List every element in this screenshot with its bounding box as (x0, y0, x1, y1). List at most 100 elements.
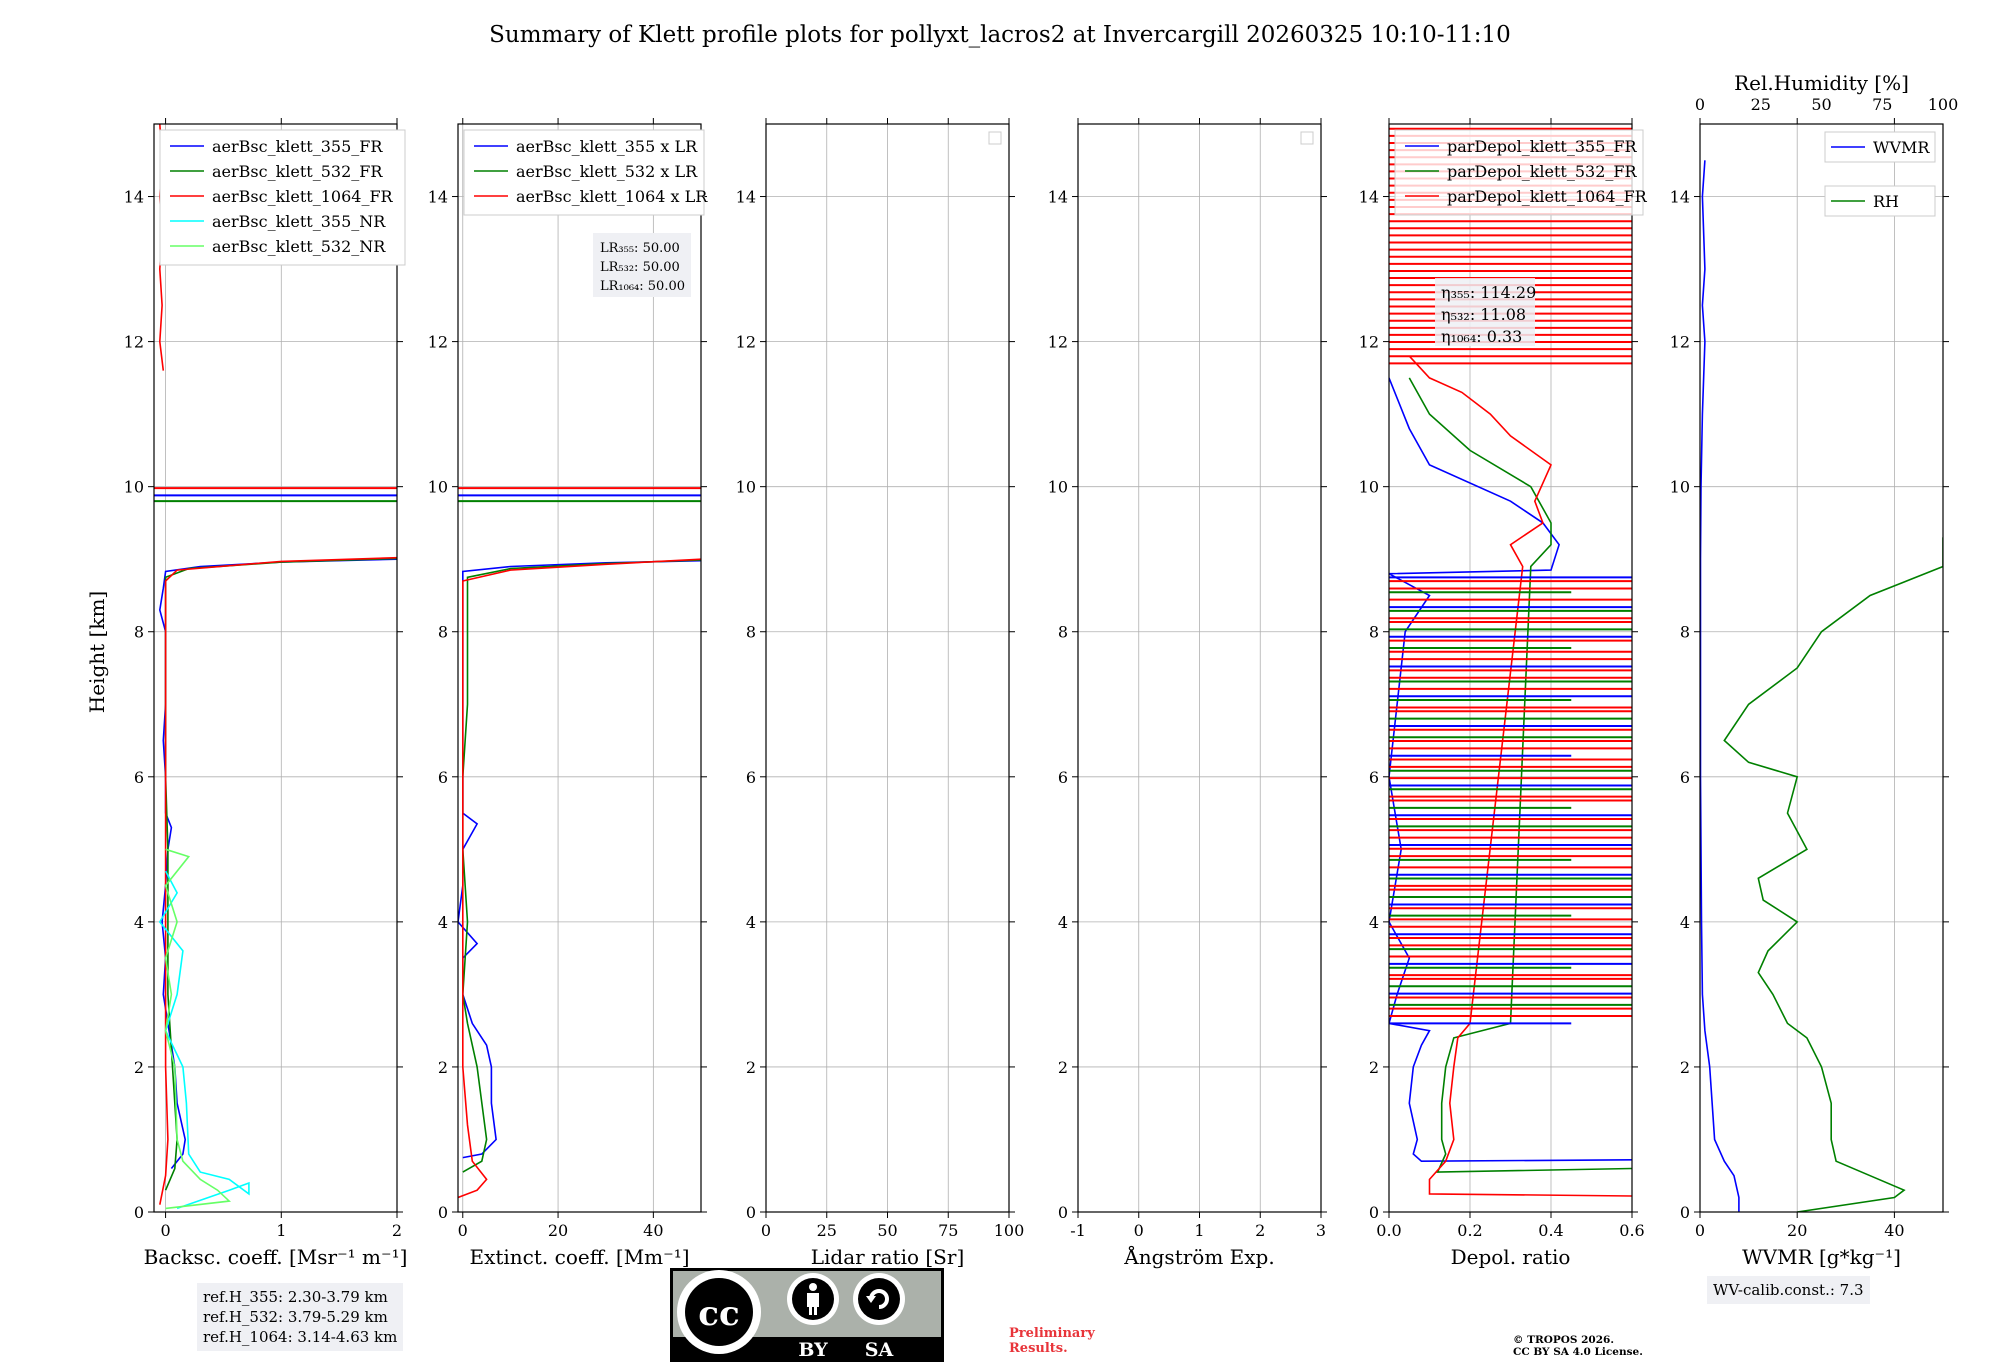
legend-label: parDepol_klett_1064_FR (1447, 187, 1648, 206)
series-depol_532 (1408, 377, 1632, 1173)
axes-frame (457, 123, 702, 1213)
lr-note-line: LR₃₅₅: 50.00 (600, 241, 680, 256)
y-tick-label: 0 (134, 1203, 144, 1222)
y-tick-label: 4 (1369, 913, 1379, 932)
series-aerBsc_klett_355_FR (158, 558, 397, 1169)
copyright-note: © TROPOS 2026. CC BY SA 4.0 License. (1513, 1334, 1643, 1358)
x-tick-label: 50 (877, 1221, 897, 1240)
reference-heights-note: ref.H_355: 2.30-3.79 km ref.H_532: 3.79-… (197, 1283, 404, 1351)
preliminary-line-2: Results. (1009, 1341, 1068, 1356)
badge-by-label: BY (798, 1339, 828, 1361)
y-tick-label: 12 (1359, 333, 1379, 352)
series-depol_355 (1389, 377, 1632, 1163)
badge-sa-label: SA (865, 1339, 894, 1361)
cc-logo-inner (685, 1278, 753, 1346)
series-ext_532 (461, 559, 701, 1173)
y-tick-label: 14 (428, 188, 448, 207)
x-tick-label: -1 (1070, 1221, 1086, 1240)
legend-label: aerBsc_klett_1064 x LR (516, 187, 708, 206)
y-tick-label: 6 (1680, 768, 1690, 787)
y-tick-label: 14 (124, 188, 144, 207)
y-tick-label: 8 (438, 623, 448, 642)
y-tick-label: 8 (134, 623, 144, 642)
wv-calibration-note: WV-calib.const.: 7.3 (1707, 1276, 1870, 1304)
y-tick-label: 2 (746, 1058, 756, 1077)
cc-by-sa-badge: cc BY SA (670, 1268, 944, 1362)
panel-lr: 0 25 50 75 100 0 2 4 6 8 10 12 14 Lidar ratio [Sr] (736, 118, 1025, 1269)
y-tick-label: 12 (1048, 333, 1068, 352)
legend-label: aerBsc_klett_355 x LR (516, 137, 698, 156)
y-tick-label: 0 (1369, 1203, 1379, 1222)
panel-ext: 0 20 40 0 2 4 6 8 10 12 14 Extinct. coeff. [Mm⁻¹] ae… (428, 118, 708, 1269)
y-tick-label: 0 (1680, 1203, 1690, 1222)
y-tick-label: 2 (1369, 1058, 1379, 1077)
legend-label: aerBsc_klett_355_FR (212, 137, 383, 156)
y-tick-label: 14 (1048, 188, 1068, 207)
top-tick-label: 25 (1751, 95, 1771, 114)
axes-frame (153, 123, 398, 1213)
legend-label: aerBsc_klett_1064_FR (212, 187, 394, 206)
lr-note-box (593, 233, 691, 297)
data-layer (458, 487, 701, 1199)
data-layer (1700, 160, 1943, 1212)
top-tick-label: 0 (1695, 95, 1705, 114)
by-icon-body (807, 1293, 819, 1307)
ref-height-532: ref.H_532: 3.79-5.29 km (203, 1308, 388, 1326)
y-tick-label: 8 (1369, 623, 1379, 642)
y-tick-label: 0 (438, 1203, 448, 1222)
top-tick-label: 50 (1811, 95, 1831, 114)
x-tick-label: 40 (643, 1221, 663, 1240)
x-tick-label: 20 (548, 1221, 568, 1240)
data-layer (1389, 127, 1632, 1197)
series-ext_1064 (458, 558, 701, 1199)
y-tick-label: 12 (428, 333, 448, 352)
x-tick-label: 0 (458, 1221, 468, 1240)
y-tick-label: 10 (1048, 478, 1068, 497)
eta-note-box (1435, 278, 1535, 346)
x-axis-label: WVMR [g*kg⁻¹] (1742, 1245, 1901, 1269)
legend-label: aerBsc_klett_532_NR (212, 237, 386, 256)
eta-note-line: η₅₃₂: 11.08 (1441, 305, 1526, 324)
x-tick-label: 0 (160, 1221, 170, 1240)
y-tick-label: 14 (1359, 188, 1379, 207)
y-tick-label: 8 (746, 623, 756, 642)
y-tick-label: 12 (124, 333, 144, 352)
x-tick-label: 3 (1316, 1221, 1326, 1240)
figure-title: Summary of Klett profile plots for polly… (489, 22, 1511, 48)
x-tick-label: 100 (994, 1221, 1025, 1240)
x-tick-label: 0.0 (1376, 1221, 1401, 1240)
y-tick-label: 6 (1058, 768, 1068, 787)
x-tick-label: 0.4 (1538, 1221, 1563, 1240)
y-tick-label: 6 (746, 768, 756, 787)
cc-logo-text: cc (698, 1294, 739, 1334)
y-tick-label: 4 (746, 913, 756, 932)
series-ext_355 (458, 559, 701, 1159)
series-WVMR (1700, 160, 1740, 1212)
series-RH (1723, 537, 1943, 1212)
legend-label: aerBsc_klett_532 x LR (516, 162, 698, 181)
axes-frame (765, 123, 1010, 1213)
legend-label: WVMR (1873, 138, 1930, 157)
top-axis-label: Rel.Humidity [%] (1734, 71, 1909, 95)
y-tick-label: 4 (1680, 913, 1690, 932)
x-tick-label: 40 (1884, 1221, 1904, 1240)
eta-note-line: η₁₀₆₄: 0.33 (1441, 327, 1522, 346)
x-axis-label: Backsc. coeff. [Msr⁻¹ m⁻¹] (144, 1245, 408, 1269)
y-tick-label: 14 (736, 188, 756, 207)
y-tick-label: 4 (134, 913, 144, 932)
y-tick-label: 10 (1359, 478, 1379, 497)
y-tick-label: 10 (1670, 478, 1690, 497)
lr-note-line: LR₅₃₂: 50.00 (600, 260, 680, 275)
sa-icon-arrowhead (866, 1296, 876, 1303)
y-tick-label: 10 (736, 478, 756, 497)
y-tick-label: 12 (736, 333, 756, 352)
y-tick-label: 6 (438, 768, 448, 787)
series-aerBsc_klett_532_NR (164, 848, 232, 1210)
sa-icon (858, 1278, 900, 1320)
top-tick-label: 75 (1872, 95, 1892, 114)
legend-box (463, 129, 705, 216)
y-tick-label: 4 (1058, 913, 1068, 932)
